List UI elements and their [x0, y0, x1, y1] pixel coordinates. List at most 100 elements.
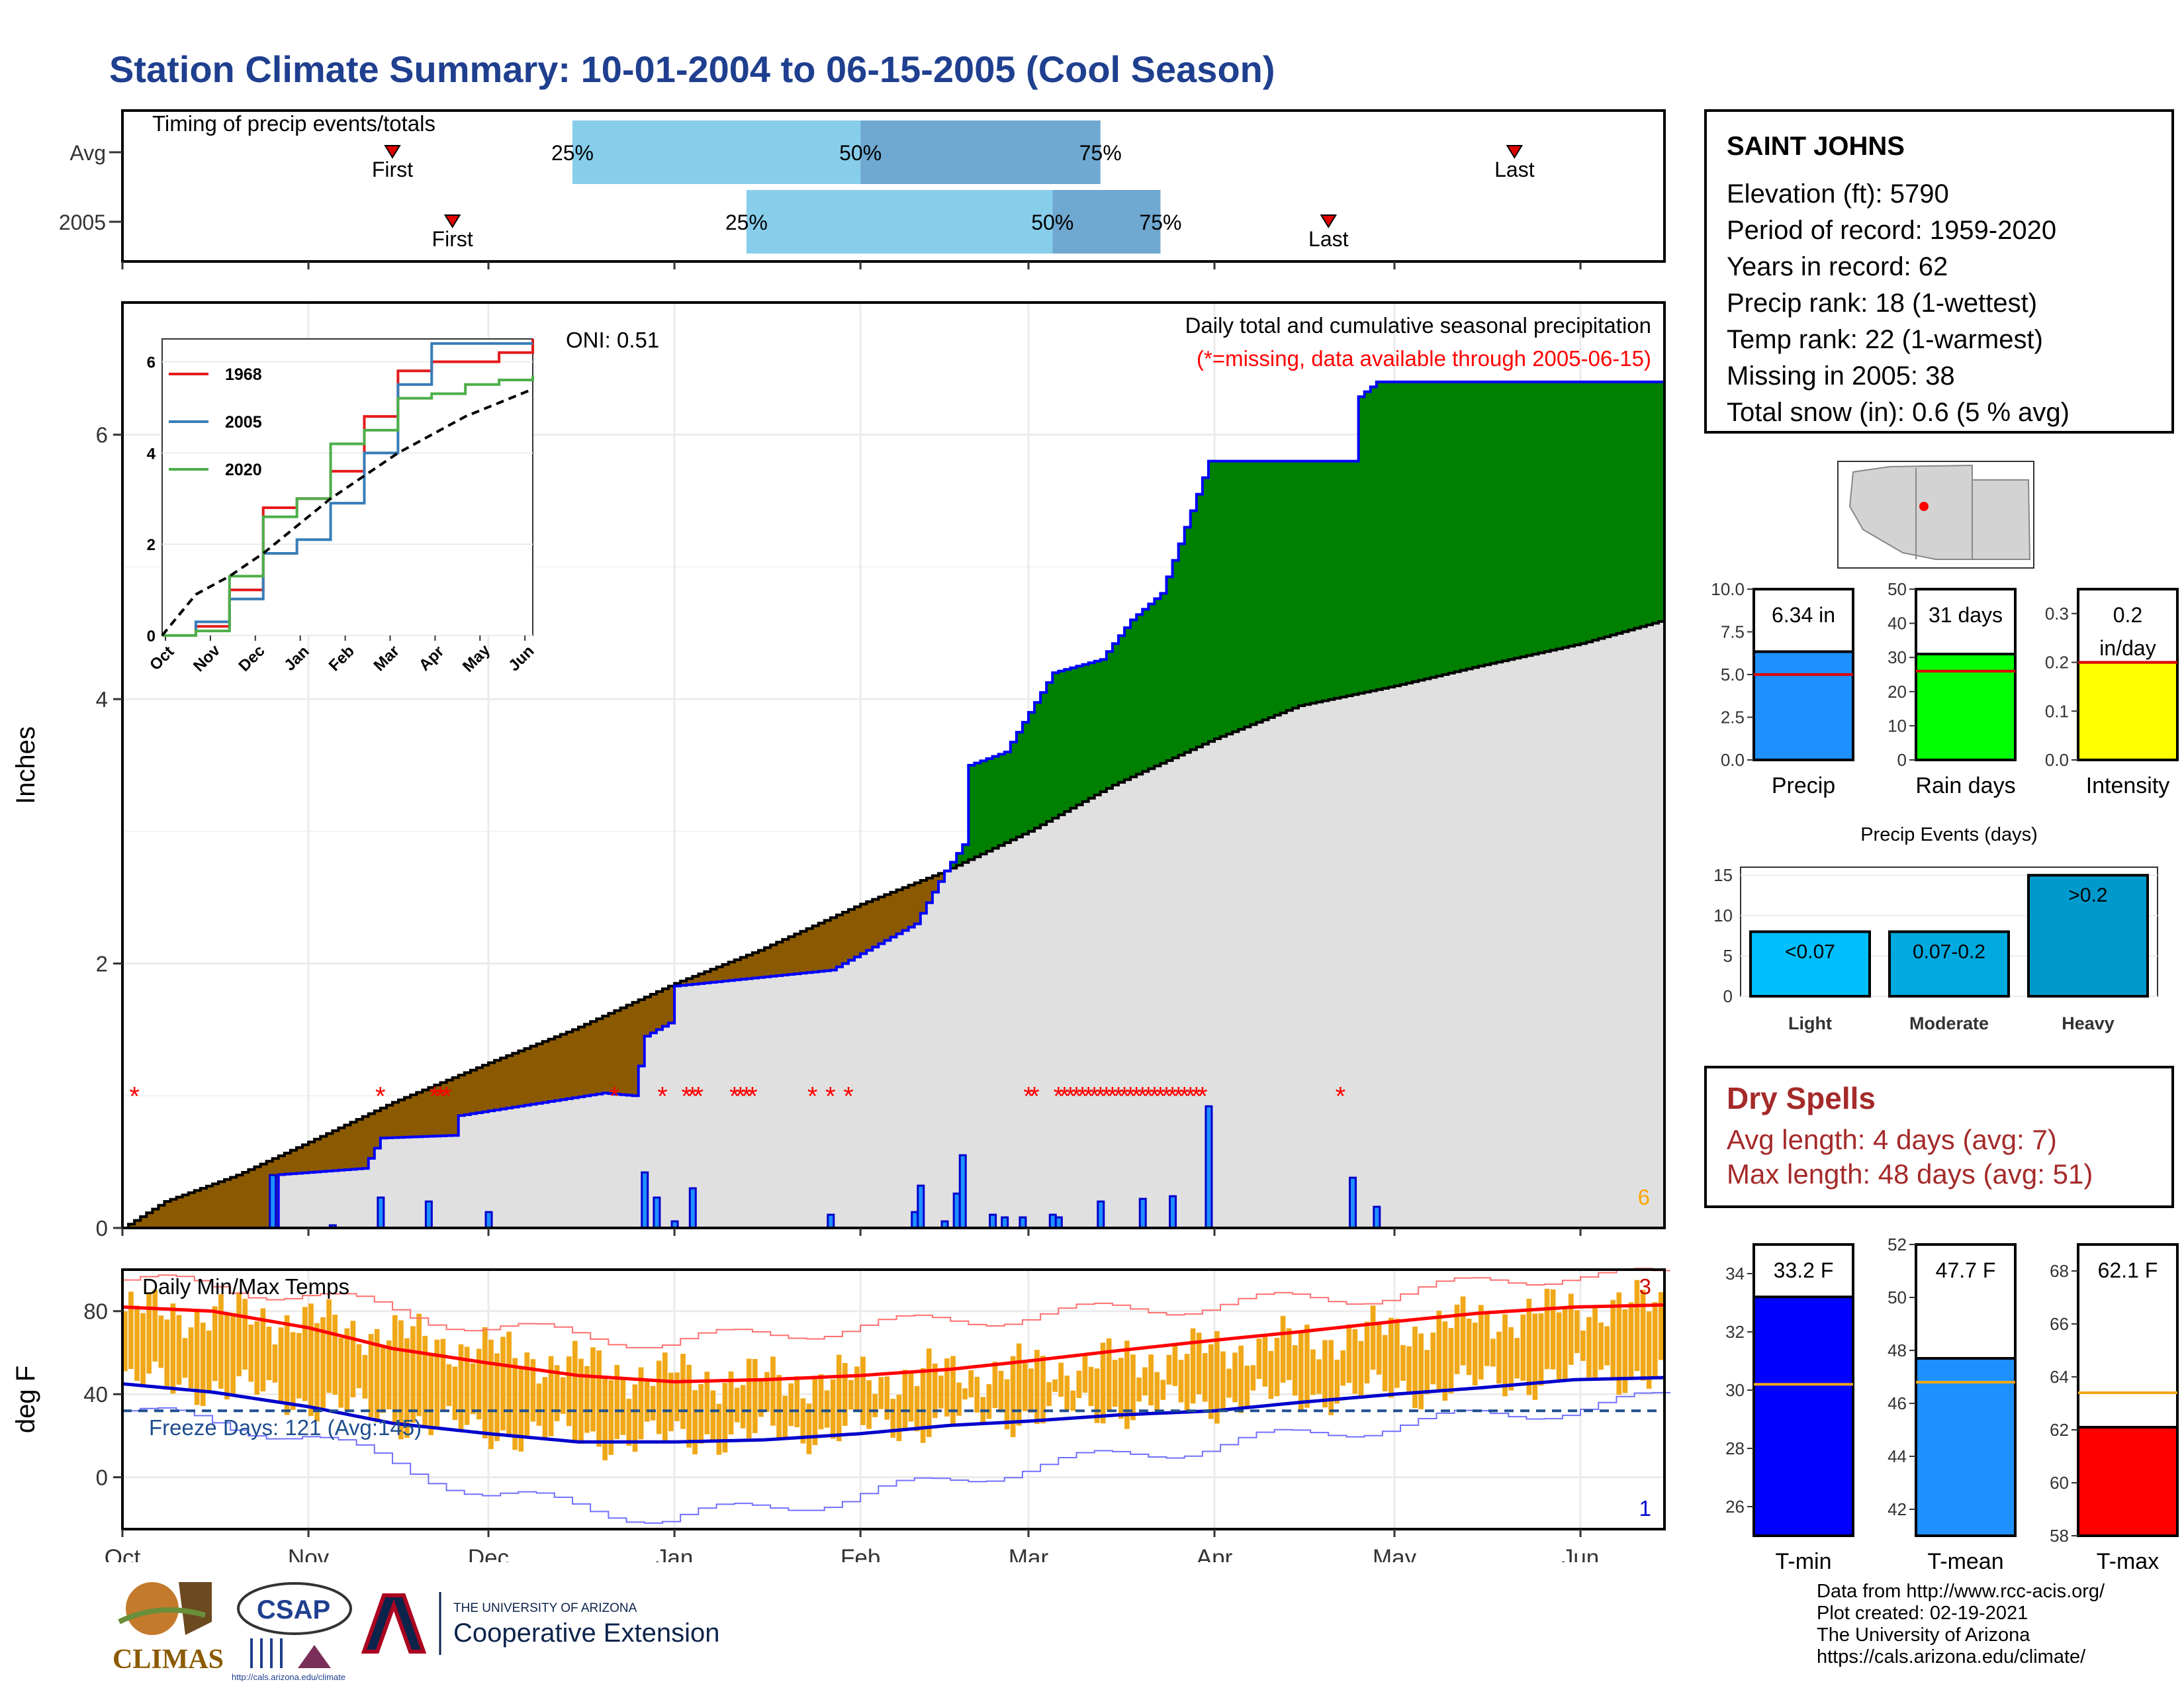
deficit-fill: [584, 1024, 591, 1096]
deficit-fill: [278, 1155, 285, 1175]
precip-corner-label: 6: [1638, 1185, 1650, 1209]
gauge-y-tick-label: 34: [1725, 1264, 1745, 1284]
timing-bar-50-75: [1052, 190, 1161, 254]
daily-temp-bar: [158, 1315, 164, 1368]
daily-precip-bar: [688, 1187, 697, 1229]
daily-temp-bar: [494, 1353, 500, 1441]
daily-temp-bar: [452, 1366, 458, 1421]
precip-y-tick-label: 0: [96, 1216, 108, 1241]
daily-temp-bar: [722, 1383, 728, 1453]
gauge-x-label: Rain days: [1915, 773, 2015, 798]
surplus-fill: [1220, 461, 1227, 737]
daily-temp-bar: [392, 1315, 398, 1423]
daily-temp-bar: [1502, 1314, 1508, 1397]
surplus-fill: [1622, 381, 1629, 632]
avg-cumulative-line: [122, 620, 1666, 1229]
surplus-fill: [1202, 477, 1209, 745]
deficit-fill: [752, 953, 759, 978]
daily-temp-bar: [1604, 1326, 1610, 1366]
surplus-fill: [1262, 461, 1269, 720]
gauge-x-label: Intensity: [2086, 773, 2170, 798]
missing-marker: *: [1125, 1082, 1136, 1111]
deficit-fill: [218, 1182, 225, 1228]
surplus-fill: [1472, 381, 1479, 668]
daily-temp-bar: [302, 1307, 308, 1401]
dry-spells-box: Dry Spells Avg length: 4 days (avg: 7) M…: [1704, 1066, 2174, 1208]
daily-temp-bar: [242, 1299, 248, 1370]
deficit-fill: [884, 894, 891, 941]
temps-x-tick-label: Apr: [1197, 1545, 1233, 1562]
daily-precip-bar: [1054, 1216, 1063, 1229]
deficit-fill: [938, 873, 945, 882]
climas-logo[interactable]: CLIMAS: [113, 1582, 224, 1675]
daily-precip-bar: [958, 1154, 967, 1229]
daily-precip-bar: [1349, 1176, 1357, 1229]
temps-corner-top: 3: [1639, 1274, 1651, 1299]
surplus-fill: [1376, 381, 1383, 690]
daily-temp-bar: [1640, 1289, 1646, 1381]
deficit-fill: [350, 1122, 357, 1170]
events-y-tick-label: 10: [1713, 906, 1733, 925]
daily-temp-bar: [1160, 1380, 1166, 1400]
surplus-fill: [1520, 381, 1527, 657]
missing-marker: *: [1029, 1082, 1040, 1111]
deficit-fill: [176, 1197, 183, 1228]
deficit-fill: [464, 1072, 471, 1115]
gauge-y-tick-label: 2.5: [1721, 708, 1745, 727]
daily-temp-bar: [764, 1372, 770, 1412]
surplus-fill: [1490, 381, 1497, 664]
timing-row-label: Avg: [69, 141, 106, 165]
daily-temp-bar: [1244, 1366, 1250, 1409]
precip-chart-subtitle: (*=missing, data available through 2005-…: [1197, 346, 1651, 371]
temps-frame: [121, 1268, 1666, 1530]
inset-legend-label: 1968: [225, 365, 262, 384]
daily-temp-bar: [830, 1379, 836, 1439]
surplus-fill: [1052, 673, 1059, 818]
inset-legend-label: 2005: [225, 413, 262, 432]
surplus-fill: [1196, 494, 1203, 747]
daily-temp-bar: [128, 1291, 134, 1370]
deficit-fill: [566, 1031, 573, 1099]
station-info-box: SAINT JOHNS Elevation (ft): 5790 Period o…: [1704, 109, 2174, 434]
daily-temp-bar: [476, 1348, 482, 1420]
daily-temp-bar: [464, 1346, 470, 1425]
missing-marker: *: [430, 1082, 440, 1111]
deficit-fill: [878, 897, 885, 944]
ua-small-text: THE UNIVERSITY OF ARIZONA: [453, 1601, 637, 1615]
daily-temp-bar: [812, 1379, 818, 1446]
surplus-fill: [1166, 577, 1173, 761]
gauge-y-tick-label: 68: [2050, 1261, 2069, 1281]
daily-temp-bar: [1088, 1366, 1094, 1407]
surplus-fill: [1040, 692, 1047, 825]
temps-x-tick-label: Jun: [1562, 1545, 1599, 1562]
missing-marker: *: [1119, 1082, 1130, 1111]
gauge-value-bar: [1752, 650, 1854, 762]
gauge-y-tick-label: 32: [1725, 1322, 1745, 1342]
daily-temp-bar: [296, 1333, 302, 1399]
gauge-x-label: Precip: [1772, 773, 1835, 798]
precip-y-tick-label: 4: [96, 687, 108, 712]
missing-marker: *: [1150, 1082, 1160, 1111]
deficit-fill: [626, 1005, 633, 1096]
events-y-tick-label: 0: [1723, 986, 1733, 1006]
missing-marker: *: [375, 1082, 386, 1111]
daily-temp-bar: [1400, 1344, 1406, 1381]
deficit-fill: [434, 1085, 441, 1137]
csap-logo[interactable]: CSAP http://cals.arizona.edu/climate: [232, 1582, 352, 1681]
gauge-y-tick-label: 64: [2050, 1367, 2069, 1387]
daily-temp-bar: [1106, 1338, 1112, 1411]
daily-temp-bar: [674, 1372, 680, 1421]
daily-temp-bar: [578, 1358, 584, 1444]
deficit-fill: [128, 1224, 135, 1228]
inset-y-tick-label: 4: [147, 445, 156, 463]
surplus-fill: [1466, 381, 1473, 669]
deficit-fill: [332, 1131, 339, 1171]
missing-marker: *: [1054, 1082, 1064, 1111]
ua-logo[interactable]: THE UNIVERSITY OF ARIZONA Cooperative Ex…: [361, 1592, 719, 1655]
credit-plot-created: Plot created: 02-19-2021: [1817, 1603, 2028, 1624]
timing-p50-label: 50%: [839, 141, 882, 165]
surplus-fill: [1328, 461, 1335, 700]
daily-temp-bar: [986, 1384, 992, 1419]
daily-temp-bar: [1052, 1379, 1058, 1392]
daily-temp-bar: [380, 1347, 386, 1413]
